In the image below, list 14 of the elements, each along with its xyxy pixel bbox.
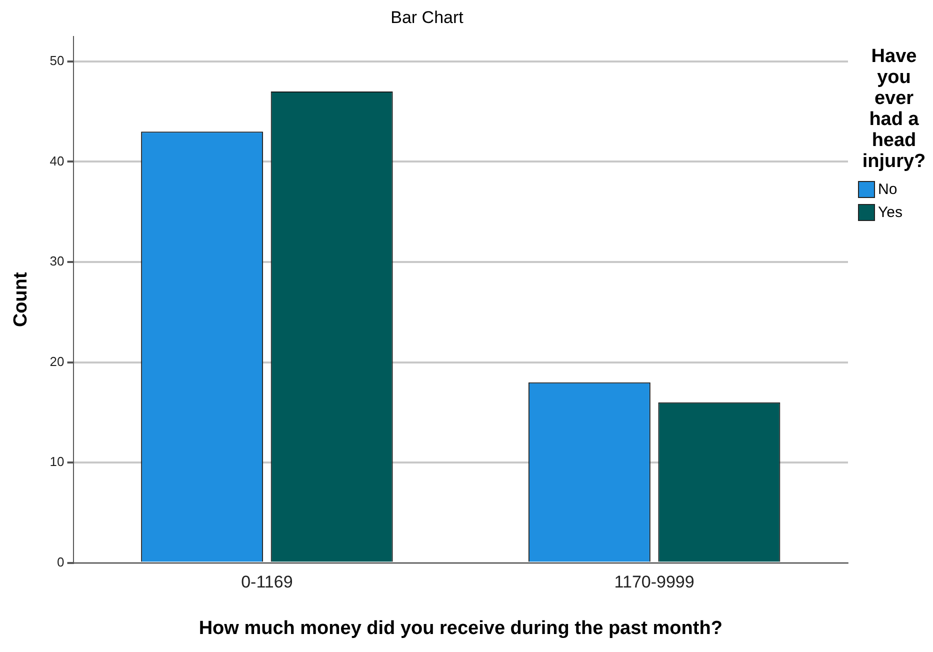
y-tick-label: 10 <box>50 454 64 470</box>
y-axis-title: Count <box>10 272 32 328</box>
y-tick-label: 50 <box>50 53 64 68</box>
x-axis-title: How much money did you receive during the past month? <box>198 618 722 639</box>
legend-label: Yes <box>878 204 902 221</box>
y-tick-label: 20 <box>50 354 64 369</box>
chart-title: Bar Chart <box>390 8 464 27</box>
y-tick-label: 40 <box>50 153 64 168</box>
x-tick-label: 0-1169 <box>241 572 293 592</box>
y-tick-label: 30 <box>50 254 64 269</box>
legend-title: Have you ever had a head injury? <box>861 46 927 172</box>
y-tick-label: 0 <box>57 554 64 570</box>
x-tick-label: 1170-9999 <box>614 572 694 592</box>
legend-label: No <box>878 181 898 198</box>
